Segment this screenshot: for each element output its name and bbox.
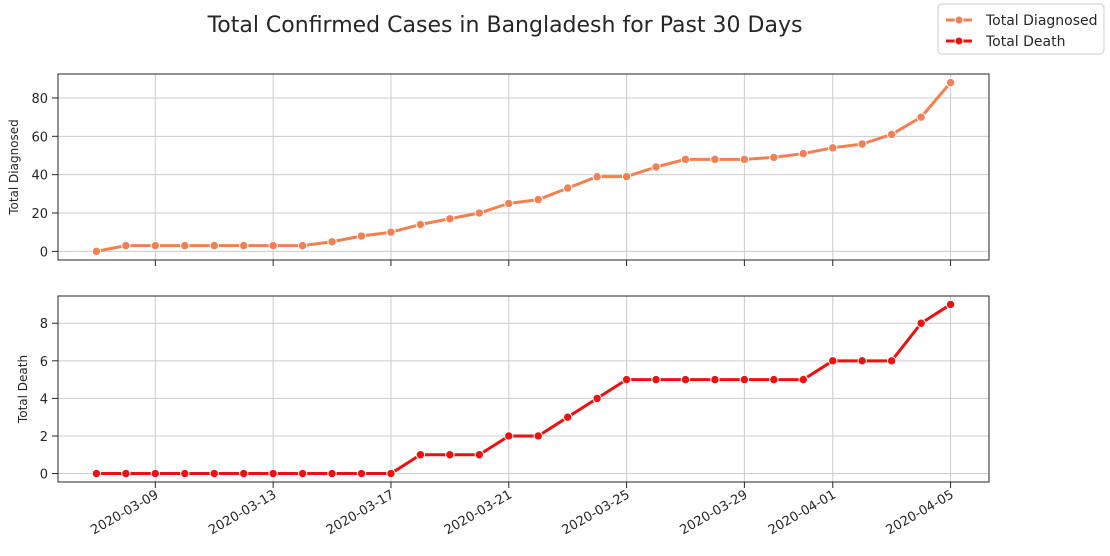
data-point bbox=[916, 318, 926, 328]
data-point bbox=[327, 237, 337, 247]
data-point bbox=[651, 162, 661, 172]
data-point bbox=[769, 152, 779, 163]
data-point bbox=[474, 450, 485, 460]
x-tick-label: 2020-03-13 bbox=[206, 487, 279, 538]
data-point bbox=[828, 356, 838, 366]
series-line bbox=[94, 302, 953, 476]
data-point bbox=[945, 299, 956, 310]
data-point bbox=[828, 143, 838, 153]
data-point bbox=[857, 356, 867, 366]
y-tick-label: 60 bbox=[31, 130, 48, 145]
legend-label-death: Total Death bbox=[985, 34, 1065, 50]
data-point bbox=[916, 112, 926, 122]
legend-frame bbox=[937, 3, 1105, 55]
data-point bbox=[592, 393, 602, 404]
data-point bbox=[209, 240, 219, 251]
data-point bbox=[150, 240, 161, 251]
data-point bbox=[268, 240, 278, 251]
x-tick-label: 2020-03-29 bbox=[677, 487, 750, 538]
x-tick-label: 2020-03-21 bbox=[442, 487, 515, 538]
data-point bbox=[386, 227, 396, 237]
data-point bbox=[886, 356, 897, 366]
data-point bbox=[356, 231, 367, 241]
data-point bbox=[91, 468, 102, 479]
panel-total-death: 0 2 4 6 8 Total Death bbox=[16, 295, 990, 488]
data-point bbox=[739, 374, 750, 385]
x-tick-label: 2020-03-25 bbox=[560, 487, 633, 538]
y-tick-label: 0 bbox=[40, 468, 48, 483]
data-point bbox=[680, 154, 691, 165]
data-point bbox=[356, 468, 367, 479]
y-tick-label: 6 bbox=[40, 355, 48, 370]
panel-total-diagnosed: 0 20 40 60 80 Total Diagnosed bbox=[7, 73, 990, 266]
data-point bbox=[769, 374, 779, 385]
data-point bbox=[238, 468, 249, 479]
data-point bbox=[445, 450, 455, 460]
y-tick-label: 8 bbox=[40, 317, 48, 332]
data-point bbox=[445, 214, 455, 224]
data-point bbox=[121, 240, 131, 251]
data-point bbox=[180, 468, 190, 479]
data-point bbox=[710, 374, 720, 385]
data-point bbox=[180, 240, 190, 251]
chart-title: Total Confirmed Cases in Bangladesh for … bbox=[207, 13, 803, 38]
data-point bbox=[150, 468, 161, 479]
data-point bbox=[297, 468, 308, 479]
y-tick-label: 2 bbox=[40, 430, 48, 445]
y-tick-label: 40 bbox=[31, 169, 48, 184]
data-point bbox=[268, 468, 278, 479]
data-point bbox=[327, 468, 337, 479]
data-point bbox=[857, 139, 867, 149]
x-tick-label: 2020-03-17 bbox=[324, 487, 397, 538]
data-point bbox=[297, 240, 308, 251]
series-line bbox=[94, 81, 953, 253]
legend-marker-diagnosed bbox=[954, 15, 964, 25]
data-point bbox=[710, 154, 720, 165]
data-point bbox=[739, 154, 750, 165]
data-point bbox=[209, 468, 219, 479]
data-point bbox=[886, 129, 897, 140]
data-point bbox=[562, 183, 573, 193]
data-point bbox=[504, 431, 514, 441]
data-point bbox=[592, 171, 602, 182]
data-point bbox=[415, 219, 426, 230]
plot-frame bbox=[57, 295, 990, 483]
data-point bbox=[533, 194, 543, 205]
data-point bbox=[621, 374, 632, 385]
data-point bbox=[562, 412, 573, 422]
y-tick-label: 80 bbox=[31, 92, 48, 107]
y-axis-label: Total Death bbox=[16, 355, 30, 424]
data-point bbox=[386, 468, 396, 479]
data-point bbox=[621, 171, 632, 182]
data-point bbox=[798, 374, 809, 385]
data-point bbox=[651, 374, 661, 385]
y-tick-label: 0 bbox=[40, 245, 48, 260]
data-point bbox=[121, 468, 131, 479]
data-point bbox=[415, 450, 426, 460]
y-tick-label: 4 bbox=[40, 392, 48, 407]
data-point bbox=[798, 148, 809, 159]
y-axis-label: Total Diagnosed bbox=[7, 119, 21, 216]
data-point bbox=[504, 198, 514, 209]
data-point bbox=[474, 208, 485, 218]
x-axis: 2020-03-09 2020-03-13 2020-03-17 2020-03-21… bbox=[88, 487, 956, 538]
data-point bbox=[945, 77, 956, 88]
legend-marker-death bbox=[954, 36, 964, 46]
x-tick-label: 2020-04-05 bbox=[884, 487, 957, 538]
x-tick-label: 2020-04-01 bbox=[766, 487, 839, 538]
legend: Total Diagnosed Total Death bbox=[937, 3, 1105, 55]
plot-frame bbox=[57, 73, 990, 261]
x-tick-label: 2020-03-09 bbox=[88, 487, 161, 538]
legend-label-diagnosed: Total Diagnosed bbox=[985, 13, 1098, 29]
data-point bbox=[533, 431, 543, 441]
data-point bbox=[91, 246, 102, 257]
data-point bbox=[680, 374, 691, 385]
data-point bbox=[238, 240, 249, 251]
y-tick-label: 20 bbox=[31, 207, 48, 222]
